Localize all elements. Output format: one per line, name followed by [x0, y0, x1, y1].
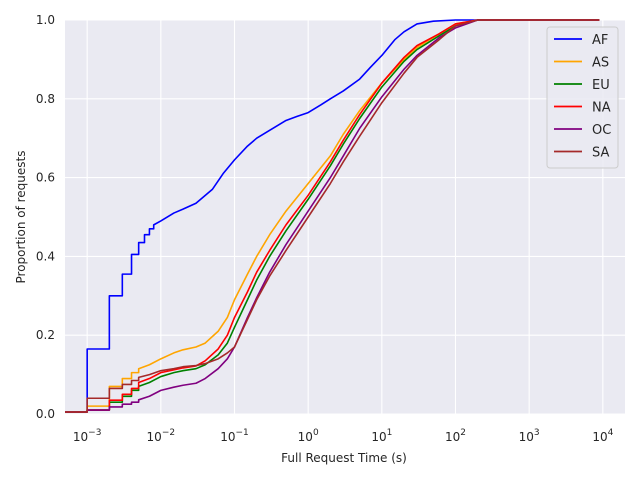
legend-label: OC	[592, 123, 611, 138]
x-tick-label: 102	[445, 428, 466, 444]
x-tick-label: 101	[371, 428, 392, 444]
series-line-af	[65, 19, 600, 413]
x-tick-label: 10−1	[220, 428, 249, 444]
plot-area-background	[65, 20, 625, 414]
y-tick-label: 0.0	[36, 407, 55, 421]
y-tick-label: 0.6	[36, 171, 55, 185]
tick-labels: 10−3 10−2 10−1 100 101 102 103 104 0.0 0.2 0.4 0.6 0…	[36, 13, 614, 444]
legend: AF AS EU NA OC SA	[546, 26, 619, 169]
x-tick-label: 100	[298, 428, 319, 444]
series-line-sa	[65, 19, 600, 413]
x-tick-label: 10−3	[73, 428, 102, 444]
series-line-oc	[65, 19, 600, 413]
x-axis-label: Full Request Time (s)	[281, 451, 407, 465]
x-tick-label: 104	[592, 428, 613, 444]
legend-label: AF	[592, 33, 608, 48]
legend-label: SA	[592, 146, 609, 161]
y-tick-label: 0.4	[36, 249, 55, 263]
legend-label: NA	[592, 101, 611, 116]
series-line-na	[65, 19, 600, 413]
legend-label: AS	[592, 56, 609, 71]
y-tick-label: 1.0	[36, 13, 55, 27]
y-axis-label: Proportion of requests	[14, 151, 28, 284]
y-tick-label: 0.8	[36, 92, 55, 106]
y-tick-label: 0.2	[36, 328, 55, 342]
series-lines	[65, 19, 600, 413]
legend-label: EU	[592, 78, 610, 93]
x-tick-label: 103	[519, 428, 540, 444]
x-tick-label: 10−2	[147, 428, 176, 444]
